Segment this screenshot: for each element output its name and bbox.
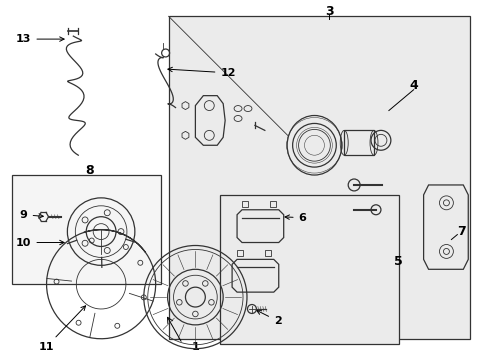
Bar (12, 175, 161, 284)
Text: 1: 1 (192, 342, 199, 352)
Bar (265, 251, 271, 256)
Text: 7: 7 (457, 225, 465, 238)
Text: 5: 5 (394, 255, 403, 268)
Text: 10: 10 (16, 238, 64, 248)
Bar (270, 201, 276, 207)
Text: 11: 11 (39, 306, 86, 352)
Bar (242, 201, 248, 207)
Bar (344, 130, 374, 155)
Bar (169, 16, 470, 339)
Text: 3: 3 (325, 5, 334, 18)
Text: 8: 8 (85, 163, 94, 176)
Bar (237, 251, 243, 256)
Text: 9: 9 (20, 210, 43, 220)
Text: 2: 2 (257, 310, 282, 326)
Text: 13: 13 (16, 34, 64, 44)
Text: 4: 4 (409, 79, 418, 92)
Bar (220, 195, 399, 344)
Text: 6: 6 (285, 213, 306, 223)
Text: 12: 12 (168, 67, 236, 78)
